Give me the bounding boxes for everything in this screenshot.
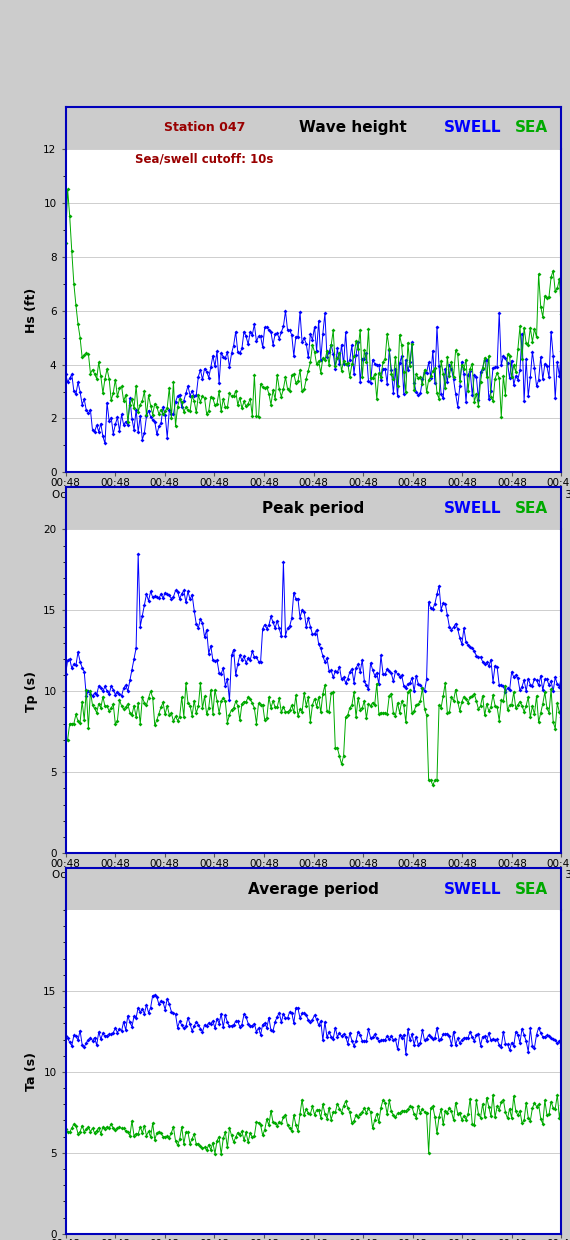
Y-axis label: Tp (s): Tp (s) (25, 671, 38, 712)
Text: Average period: Average period (248, 882, 379, 897)
Text: SWELL: SWELL (443, 882, 501, 897)
Text: Sea/swell cutoff: 10s: Sea/swell cutoff: 10s (135, 153, 274, 166)
Text: SEA: SEA (515, 120, 548, 135)
Y-axis label: Ta (s): Ta (s) (25, 1053, 38, 1091)
Text: Wave height: Wave height (299, 120, 407, 135)
X-axis label: Time (UTC): Time (UTC) (274, 505, 353, 518)
Text: SEA: SEA (515, 501, 548, 516)
Y-axis label: Hs (ft): Hs (ft) (25, 288, 38, 334)
Text: Peak period: Peak period (262, 501, 365, 516)
X-axis label: Time (UTC): Time (UTC) (274, 885, 353, 899)
Text: SEA: SEA (515, 882, 548, 897)
Text: SWELL: SWELL (443, 120, 501, 135)
Text: SWELL: SWELL (443, 501, 501, 516)
Text: Station 047: Station 047 (164, 122, 245, 134)
